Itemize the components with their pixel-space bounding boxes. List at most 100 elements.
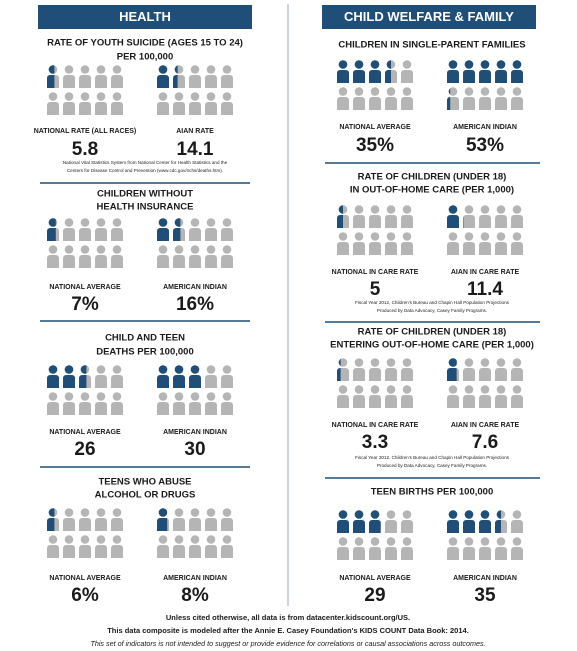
group-label: AMERICAN INDIAN [163, 575, 227, 582]
group-label: NATIONAL AVERAGE [49, 429, 121, 436]
person-icon [447, 60, 459, 83]
icon-head [448, 510, 458, 519]
icon-body [205, 518, 217, 531]
person-icon [479, 205, 491, 228]
icon-body [511, 97, 523, 110]
person-icon [385, 385, 397, 408]
icon-head [496, 358, 506, 367]
source-note: Produced by Data Advocacy, Casey Family … [377, 463, 487, 468]
group-label: NATIONAL IN CARE RATE [332, 422, 419, 429]
icon-body [63, 75, 75, 88]
icon-body [205, 102, 217, 115]
icon-body [47, 255, 59, 268]
icon-body [511, 368, 523, 381]
icon-body [173, 102, 185, 115]
person-icon [79, 508, 91, 531]
icon-head [96, 392, 106, 401]
icon-body [447, 395, 459, 408]
icon-body [111, 518, 123, 531]
person-icon [495, 232, 507, 255]
icon-head [158, 245, 168, 254]
person-icon [479, 537, 491, 560]
person-icon [447, 385, 459, 408]
icon-head [80, 92, 90, 101]
icon-head [80, 245, 90, 254]
icon-body [511, 547, 523, 560]
icon-head [464, 358, 474, 367]
icon-group [47, 508, 123, 558]
person-icon [111, 535, 123, 558]
person-icon [385, 510, 397, 533]
section-title: ENTERING OUT-OF-HOME CARE (PER 1,000) [330, 340, 534, 351]
section-title: CHILD AND TEEN [105, 333, 185, 344]
icon-body [111, 402, 123, 415]
icon-body [111, 255, 123, 268]
source-note: National Vital Statistics System from Na… [63, 160, 228, 165]
icon-head [96, 245, 106, 254]
icon-group [157, 508, 233, 558]
person-icon [463, 60, 475, 83]
icon-body [95, 518, 107, 531]
icon-body [221, 518, 233, 531]
section-title: TEENS WHO ABUSE [98, 477, 191, 488]
person-icon [353, 232, 365, 255]
person-icon [95, 92, 107, 115]
person-icon [47, 535, 59, 558]
person-icon [111, 65, 123, 88]
person-icon [463, 385, 475, 408]
person-icon [495, 205, 507, 228]
icon-head [354, 510, 364, 519]
icon-body [479, 520, 491, 533]
icon-body [173, 375, 185, 388]
icon-head [48, 65, 55, 74]
icon-body [157, 518, 168, 531]
icon-body [221, 102, 233, 115]
icon-body [157, 228, 169, 241]
icon-head [206, 508, 216, 517]
icon-head [222, 392, 232, 401]
icon-head [370, 60, 380, 69]
icon-head [512, 385, 522, 394]
person-icon [173, 65, 178, 88]
group-value: 6% [71, 585, 99, 606]
icon-body [511, 70, 523, 83]
icon-head [480, 537, 490, 546]
icon-body [95, 375, 107, 388]
group-value: 7.6 [472, 432, 498, 453]
icon-head [48, 535, 58, 544]
person-icon [337, 205, 343, 228]
icon-head [512, 232, 522, 241]
icon-body [95, 75, 107, 88]
icon-head [512, 510, 522, 519]
section-title: RATE OF CHILDREN (UNDER 18) [358, 172, 507, 183]
icon-body [205, 545, 217, 558]
icon-head [80, 392, 90, 401]
icon-body [479, 547, 491, 560]
icon-body [479, 242, 491, 255]
person-icon [221, 365, 233, 388]
icon-head [480, 358, 490, 367]
icon-head [174, 508, 184, 517]
icon-head [370, 537, 380, 546]
person-icon [353, 510, 365, 533]
person-icon [511, 60, 523, 83]
group-label: NATIONAL IN CARE RATE [332, 269, 419, 276]
icon-head [386, 205, 396, 214]
icon-head [386, 510, 396, 519]
icon-head [464, 205, 474, 214]
icon-body [47, 102, 59, 115]
icon-group [157, 365, 233, 415]
group-label: AIAN RATE [176, 128, 214, 135]
person-icon [369, 87, 381, 110]
icon-body [205, 228, 217, 241]
icon-partial [173, 65, 178, 88]
icon-head [496, 60, 506, 69]
footer-line: This data composite is modeled after the… [107, 626, 469, 635]
icon-head [112, 392, 122, 401]
icon-head [354, 87, 364, 96]
group-value: 35 [474, 585, 496, 606]
section-title: PER 100,000 [117, 52, 174, 63]
icon-head [190, 245, 200, 254]
group-value: 35% [356, 135, 394, 156]
person-icon [337, 385, 349, 408]
